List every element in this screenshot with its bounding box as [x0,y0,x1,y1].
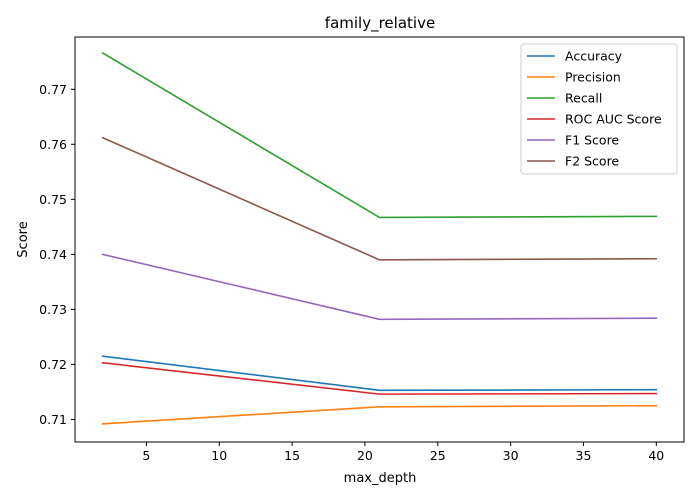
legend-label-f2-score: F2 Score [565,154,619,169]
legend-box [520,43,678,175]
x-tick-label: 40 [648,448,664,463]
x-axis-label: max_depth [344,471,417,486]
x-tick-label: 10 [211,448,227,463]
y-tick-label: 0.74 [39,247,67,262]
y-tick-label: 0.72 [39,357,67,372]
legend-label-precision: Precision [565,70,621,85]
y-axis: 0.71 0.72 0.73 0.74 0.75 0.76 0.77 [39,82,75,427]
series-line-roc-auc-score [101,361,658,395]
x-tick-label: 15 [284,448,300,463]
y-tick-label: 0.77 [39,82,67,97]
chart-title: family_relative [325,14,435,33]
legend-label-accuracy: Accuracy [565,49,623,64]
x-tick-label: 35 [576,448,592,463]
y-tick-label: 0.71 [39,412,67,427]
series-line-recall [101,51,658,219]
series-line-precision [101,404,658,425]
series-line-f2-score [101,136,658,261]
x-tick-label: 5 [142,448,150,463]
y-axis-label: Score [16,221,31,257]
x-axis: 5 10 15 20 25 30 35 40 [142,442,664,463]
legend-label-recall: Recall [565,91,602,106]
x-tick-label: 25 [430,448,446,463]
legend-label-f1-score: F1 Score [565,133,619,148]
legend: Accuracy Precision Recall ROC AUC Score F1 S… [520,43,678,175]
y-tick-label: 0.76 [39,137,67,152]
x-tick-label: 20 [357,448,373,463]
legend-label-roc-auc-score: ROC AUC Score [565,112,662,127]
plot-series [101,51,658,425]
series-line-f1-score [101,253,658,321]
y-tick-label: 0.73 [39,302,67,317]
x-tick-label: 30 [503,448,519,463]
y-tick-label: 0.75 [39,192,67,207]
plot-frame [74,36,685,443]
series-line-accuracy [101,355,658,392]
